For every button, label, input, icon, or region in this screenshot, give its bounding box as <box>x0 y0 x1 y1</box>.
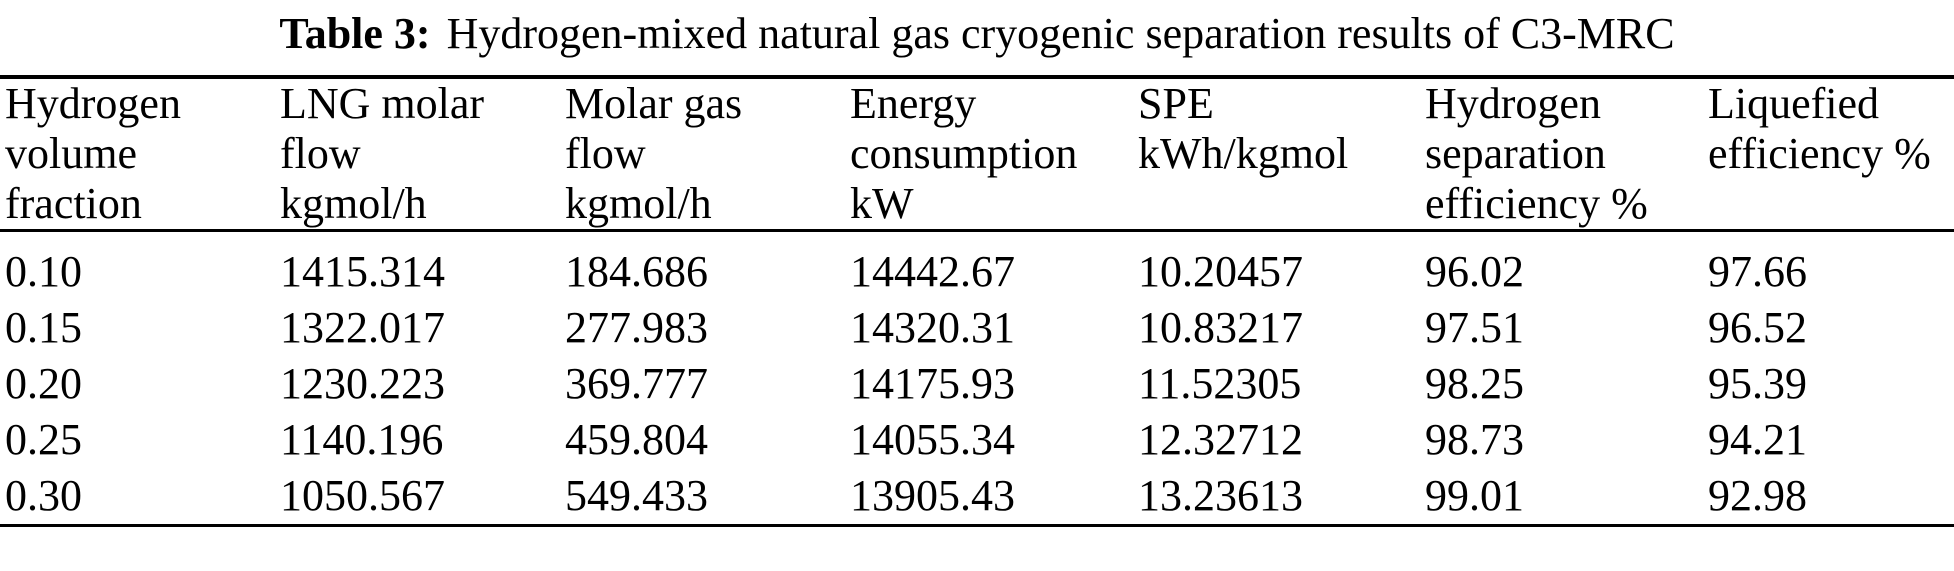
cell-hydrogen-volume-fraction: 0.30 <box>5 471 82 520</box>
cell-hydrogen-volume-fraction: 0.25 <box>5 415 82 464</box>
cell-spe: 11.52305 <box>1138 359 1302 408</box>
cell-hydrogen-separation-efficiency: 99.01 <box>1425 471 1524 520</box>
column-header-lng-molar-flow: LNG molar flow kgmol/h <box>280 77 565 232</box>
column-header-molar-gas-flow: Molar gas flow kgmol/h <box>565 77 850 232</box>
table-header: Hydrogen volume fraction LNG molar flow kgmol… <box>0 77 1954 232</box>
cell-hydrogen-separation-efficiency: 96.02 <box>1425 247 1524 296</box>
cell-liquefied-efficiency: 92.98 <box>1708 471 1807 520</box>
header-line: Hydrogen <box>1425 79 1601 128</box>
column-header-energy-consumption: Energy consumption kW <box>850 77 1138 232</box>
cell-spe: 10.83217 <box>1138 303 1303 352</box>
header-line: efficiency % <box>1425 179 1648 228</box>
cell-molar-gas-flow: 277.983 <box>565 303 708 352</box>
cell-energy-consumption: 14442.67 <box>850 247 1015 296</box>
cell-hydrogen-separation-efficiency: 97.51 <box>1425 303 1524 352</box>
column-header-spe: SPE kWh/kgmol <box>1138 77 1425 232</box>
header-line: SPE <box>1138 79 1214 128</box>
header-line: efficiency % <box>1708 129 1931 178</box>
table-caption: Table 3: Hydrogen-mixed natural gas cryog… <box>0 0 1954 60</box>
table-row: 0.20 1230.223 369.777 14175.93 11.52305 98.25… <box>0 356 1954 412</box>
cell-hydrogen-volume-fraction: 0.15 <box>5 303 82 352</box>
header-line: kgmol/h <box>565 179 712 228</box>
table-row: 0.10 1415.314 184.686 14442.67 10.20457 96.02… <box>0 231 1954 301</box>
table-row: 0.25 1140.196 459.804 14055.34 12.32712 98.73… <box>0 412 1954 468</box>
cell-spe: 12.32712 <box>1138 415 1303 464</box>
cell-molar-gas-flow: 459.804 <box>565 415 708 464</box>
cell-energy-consumption: 14320.31 <box>850 303 1015 352</box>
header-line: separation <box>1425 129 1606 178</box>
column-header-hydrogen-volume-fraction: Hydrogen volume fraction <box>0 77 280 232</box>
cell-hydrogen-volume-fraction: 0.20 <box>5 359 82 408</box>
header-line: LNG molar <box>280 79 485 128</box>
header-line: Molar gas <box>565 79 743 128</box>
header-row: Hydrogen volume fraction LNG molar flow kgmol… <box>0 77 1954 232</box>
table-caption-text: Hydrogen-mixed natural gas cryogenic sep… <box>446 9 1675 58</box>
cell-liquefied-efficiency: 94.21 <box>1708 415 1807 464</box>
header-line: kW <box>850 179 914 228</box>
cell-molar-gas-flow: 549.433 <box>565 471 708 520</box>
cell-lng-molar-flow: 1230.223 <box>280 359 445 408</box>
cell-hydrogen-volume-fraction: 0.10 <box>5 247 82 296</box>
cell-energy-consumption: 14175.93 <box>850 359 1015 408</box>
cell-energy-consumption: 14055.34 <box>850 415 1015 464</box>
table-row: 0.30 1050.567 549.433 13905.43 13.23613 99.01… <box>0 468 1954 526</box>
table-body: 0.10 1415.314 184.686 14442.67 10.20457 96.02… <box>0 231 1954 526</box>
cell-molar-gas-flow: 369.777 <box>565 359 708 408</box>
header-line: fraction <box>5 179 142 228</box>
header-line: flow <box>280 129 361 178</box>
cell-lng-molar-flow: 1140.196 <box>280 415 444 464</box>
cell-spe: 13.23613 <box>1138 471 1303 520</box>
cell-hydrogen-separation-efficiency: 98.73 <box>1425 415 1524 464</box>
cell-molar-gas-flow: 184.686 <box>565 247 708 296</box>
cell-lng-molar-flow: 1050.567 <box>280 471 445 520</box>
cell-lng-molar-flow: 1415.314 <box>280 247 445 296</box>
header-line: consumption <box>850 129 1078 178</box>
cell-energy-consumption: 13905.43 <box>850 471 1015 520</box>
header-line: flow <box>565 129 646 178</box>
table-row: 0.15 1322.017 277.983 14320.31 10.83217 97.51… <box>0 300 1954 356</box>
table-caption-label: Table 3: <box>279 9 431 58</box>
header-line: kgmol/h <box>280 179 427 228</box>
cell-spe: 10.20457 <box>1138 247 1303 296</box>
header-line: kWh/kgmol <box>1138 129 1349 178</box>
column-header-hydrogen-separation-efficiency: Hydrogen separation efficiency % <box>1425 77 1708 232</box>
cell-liquefied-efficiency: 95.39 <box>1708 359 1807 408</box>
cell-hydrogen-separation-efficiency: 98.25 <box>1425 359 1524 408</box>
column-header-liquefied-efficiency: Liquefied efficiency % <box>1708 77 1954 232</box>
cell-lng-molar-flow: 1322.017 <box>280 303 445 352</box>
cell-liquefied-efficiency: 96.52 <box>1708 303 1807 352</box>
header-line: Energy <box>850 79 977 128</box>
header-line: volume <box>5 129 137 178</box>
cell-liquefied-efficiency: 97.66 <box>1708 247 1807 296</box>
results-table: Hydrogen volume fraction LNG molar flow kgmol… <box>0 75 1954 527</box>
header-line: Hydrogen <box>5 79 181 128</box>
header-line: Liquefied <box>1708 79 1880 128</box>
